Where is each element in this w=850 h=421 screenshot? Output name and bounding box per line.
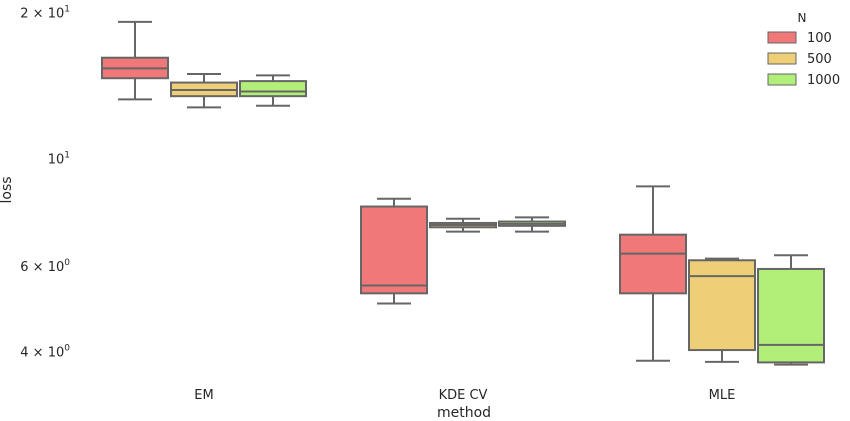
box-mle-n100 xyxy=(619,185,687,362)
legend: N 100 500 1000 xyxy=(767,11,840,88)
legend-title: N xyxy=(798,11,807,25)
box-mle-n1000 xyxy=(757,254,825,366)
box-em-n1000 xyxy=(239,74,307,107)
box-iqr xyxy=(757,267,825,364)
legend-swatch xyxy=(767,31,797,44)
x-tick-label: EM xyxy=(194,388,213,403)
x-axis-label: method xyxy=(437,405,491,421)
legend-entry-label: 500 xyxy=(807,52,832,67)
x-tick-label: MLE xyxy=(709,388,736,403)
box-iqr xyxy=(688,259,756,352)
box-em-n100 xyxy=(101,20,169,101)
y-axis-label: loss xyxy=(0,176,15,203)
legend-swatch xyxy=(767,52,797,65)
box-iqr xyxy=(239,80,307,98)
legend-entry-label: 100 xyxy=(807,31,832,46)
box-kde-cv-n100 xyxy=(360,197,428,305)
x-axis-ticks: EM KDE CV MLE xyxy=(194,388,735,403)
box-iqr xyxy=(619,233,687,295)
y-tick-label: 101 xyxy=(48,150,70,167)
box-kde-cv-n500 xyxy=(429,217,497,233)
box-iqr xyxy=(360,205,428,295)
legend-swatch xyxy=(767,73,797,86)
y-tick-label: 6 × 100 xyxy=(20,258,70,275)
box-kde-cv-n1000 xyxy=(498,216,566,233)
y-tick-label: 2 × 101 xyxy=(20,4,70,21)
x-tick-label: KDE CV xyxy=(439,388,488,403)
y-axis-ticks: 4 × 100 6 × 100 101 2 × 101 xyxy=(20,4,70,360)
box-mle-n500 xyxy=(688,257,756,363)
box-groups xyxy=(101,20,825,366)
legend-entry-label: 1000 xyxy=(807,73,840,88)
box-em-n500 xyxy=(170,72,238,109)
y-tick-label: 4 × 100 xyxy=(20,344,70,361)
